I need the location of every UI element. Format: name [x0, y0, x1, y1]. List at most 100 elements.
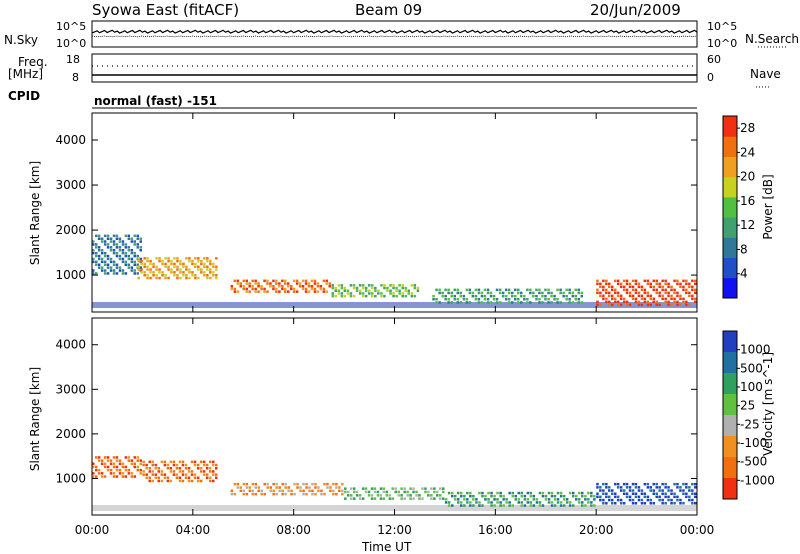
echo-cell [254, 287, 257, 291]
echo-cell [284, 492, 287, 496]
echo-cell [95, 260, 98, 264]
echo-cell [547, 491, 551, 495]
echo-cell [486, 291, 490, 295]
echo-cell [435, 298, 438, 301]
echo-cell [471, 294, 475, 298]
echo-cell [145, 476, 148, 479]
echo-cell [652, 285, 655, 289]
echo-cell [637, 285, 641, 289]
echo-cell [278, 282, 281, 285]
echo-cell [475, 501, 478, 504]
echo-cell [173, 265, 176, 268]
echo-cell [486, 298, 490, 301]
echo-cell [602, 285, 605, 289]
echo-cell [203, 262, 206, 266]
echo-cell [412, 490, 415, 494]
echo-cell [511, 504, 514, 507]
echo-cell [103, 240, 107, 243]
echo-cell [115, 266, 119, 269]
echo-cell [260, 492, 263, 496]
echo-cell [444, 294, 447, 298]
echo-cell [694, 300, 697, 304]
echo-cell [424, 490, 427, 494]
echo-cell [103, 272, 107, 275]
echo-cell [374, 289, 377, 292]
echo-cell [193, 476, 197, 479]
echo-cell [649, 297, 652, 301]
echo-cell [605, 502, 608, 505]
echo-cell [474, 288, 478, 292]
echo-cell [155, 265, 158, 268]
echo-cell [100, 459, 104, 462]
echo-cell [139, 468, 142, 472]
nave-label: Nave [750, 67, 781, 81]
echo-cell [374, 294, 377, 298]
echo-cell [127, 254, 131, 258]
echo-cell [444, 498, 448, 501]
echo-cell [646, 279, 650, 283]
echo-cell [326, 482, 329, 486]
echo-cell [501, 294, 505, 298]
echo-cell [310, 287, 314, 291]
echo-cell [127, 266, 131, 269]
echo-cell [212, 470, 215, 473]
colorbar-tick-label: 100 [740, 380, 763, 394]
echo-cell [260, 287, 263, 291]
echo-cell [344, 497, 347, 500]
echo-cell [209, 479, 212, 483]
echo-cell [130, 462, 134, 465]
colorbar-segment [723, 373, 737, 395]
echo-cell [395, 289, 398, 292]
colorbar-tick-label: 20 [740, 170, 755, 184]
echo-cell [121, 269, 125, 272]
echo-cell [616, 300, 620, 304]
echo-cell [652, 288, 655, 292]
echo-cell [599, 303, 602, 307]
echo-cell [634, 288, 638, 292]
echo-cell [199, 467, 203, 470]
echo-cell [149, 271, 152, 274]
echo-cell [373, 490, 377, 494]
echo-cell [550, 491, 554, 495]
echo-cell [130, 472, 134, 475]
echo-cell [347, 490, 350, 494]
echo-cell [407, 292, 410, 295]
echo-cell [194, 274, 197, 277]
echo-cell [412, 497, 415, 500]
echo-cell [115, 272, 119, 275]
echo-cell [575, 498, 578, 501]
echo-cell [529, 291, 532, 295]
echo-cell [100, 237, 104, 240]
echo-cell [376, 494, 380, 497]
echo-cell [391, 497, 394, 500]
echo-cell [389, 284, 392, 287]
echo-cell [124, 465, 128, 469]
echo-cell [275, 290, 278, 293]
echo-cell [278, 290, 281, 293]
echo-cell [614, 492, 617, 495]
echo-cell [106, 465, 110, 469]
echo-cell [517, 491, 520, 495]
echo-cell [272, 482, 275, 486]
echo-cell [136, 254, 139, 258]
echo-cell [236, 290, 240, 293]
echo-cell [625, 282, 629, 286]
echo-cell [679, 285, 682, 289]
echo-cell [475, 498, 478, 501]
echo-cell [361, 294, 365, 298]
colorbar-tick-label: 24 [740, 145, 755, 159]
echo-cell [124, 234, 128, 238]
echo-cell [646, 303, 650, 307]
panel-frame [91, 317, 698, 516]
echo-cell [593, 498, 596, 501]
time-axis-label: Time UT [362, 540, 412, 554]
echo-cell [664, 297, 667, 301]
echo-cell [152, 271, 155, 274]
echo-cell [640, 502, 644, 505]
echo-cell [325, 282, 328, 285]
echo-cell [418, 497, 421, 500]
echo-cell [139, 459, 142, 462]
echo-cell [281, 492, 284, 496]
echo-cell [143, 265, 146, 268]
echo-cell [416, 286, 420, 290]
